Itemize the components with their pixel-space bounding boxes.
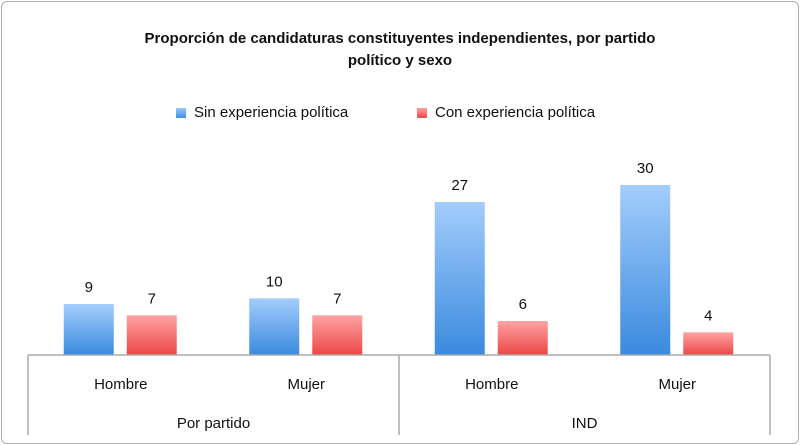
bar-con-0 — [126, 315, 177, 355]
data-label: 4 — [704, 307, 712, 324]
title-line-2: político y sexo — [347, 52, 453, 69]
data-label: 6 — [519, 296, 527, 313]
data-label: 9 — [85, 279, 93, 296]
bar-con-2 — [497, 321, 548, 355]
group-label: Por partido — [177, 415, 250, 432]
bar-con-1 — [312, 315, 363, 355]
data-label: 7 — [148, 290, 156, 307]
bar-sin-2 — [434, 202, 485, 355]
bar-sin-3 — [620, 185, 671, 355]
legend-label: Con experiencia política — [435, 104, 596, 121]
data-label: 10 — [266, 273, 283, 290]
bar-con-3 — [683, 332, 734, 355]
data-label: 30 — [637, 160, 654, 177]
x-tick-label: Hombre — [465, 376, 518, 393]
bar-sin-0 — [63, 304, 114, 355]
x-tick-label: Mujer — [287, 376, 325, 393]
x-tick-label: Hombre — [94, 376, 147, 393]
group-label: IND — [572, 415, 598, 432]
legend-swatch-blue — [176, 107, 186, 118]
chart-title: Proporción de candidaturas constituyente… — [0, 28, 800, 72]
legend-item-sin-experiencia: Sin experiencia política — [176, 104, 348, 121]
legend-item-con-experiencia: Con experiencia política — [417, 104, 595, 121]
title-line-1: Proporción de candidaturas constituyente… — [144, 30, 656, 47]
x-tick-label: Mujer — [658, 376, 696, 393]
data-label: 27 — [451, 177, 468, 194]
data-label: 7 — [333, 290, 341, 307]
legend-swatch-red — [417, 107, 427, 118]
bar-sin-1 — [249, 298, 300, 355]
legend-label: Sin experiencia política — [194, 104, 349, 121]
